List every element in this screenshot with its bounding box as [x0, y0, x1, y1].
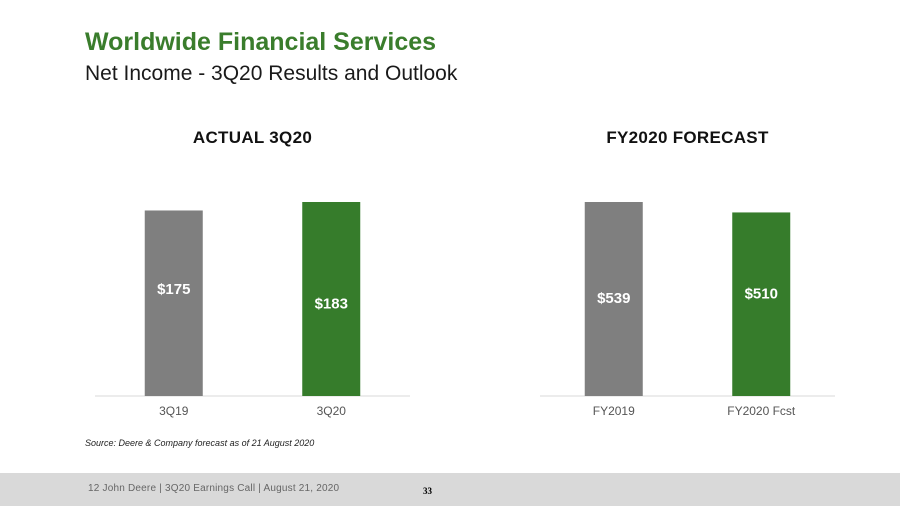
page-subtitle: Net Income - 3Q20 Results and Outlook: [85, 62, 458, 85]
bar-3q20: [302, 202, 361, 396]
chart-title-1: ACTUAL 3Q20: [193, 128, 312, 147]
tick-label-fy2019: FY2019: [593, 404, 635, 418]
bar-fy2019: [584, 202, 643, 396]
data-label-fy2020-fcst: $510: [745, 286, 778, 303]
bar-fy2020-fcst: [732, 212, 791, 396]
source-note: Source: Deere & Company forecast as of 2…: [85, 438, 315, 448]
tick-label-fy2020-fcst: FY2020 Fcst: [727, 404, 796, 418]
footer-text: 12 John Deere | 3Q20 Earnings Call | Aug…: [88, 483, 340, 494]
data-label-3q19: $175: [157, 281, 190, 298]
tick-label-3q19: 3Q19: [159, 404, 189, 418]
charts-canvas: ACTUAL 3Q20 $175 3Q19 $183 3Q20 FY2020 FORECA…: [95, 128, 835, 418]
data-label-fy2019: $539: [597, 290, 630, 307]
page-title: Worldwide Financial Services: [85, 28, 437, 56]
tick-label-3q20: 3Q20: [317, 404, 347, 418]
footer-bar: 12 John Deere | 3Q20 Earnings Call | Aug…: [0, 473, 900, 506]
bar-3q19: [144, 210, 203, 396]
chart-title-2: FY2020 FORECAST: [606, 128, 769, 147]
data-label-3q20: $183: [315, 296, 348, 313]
page-number: 33: [423, 486, 432, 496]
